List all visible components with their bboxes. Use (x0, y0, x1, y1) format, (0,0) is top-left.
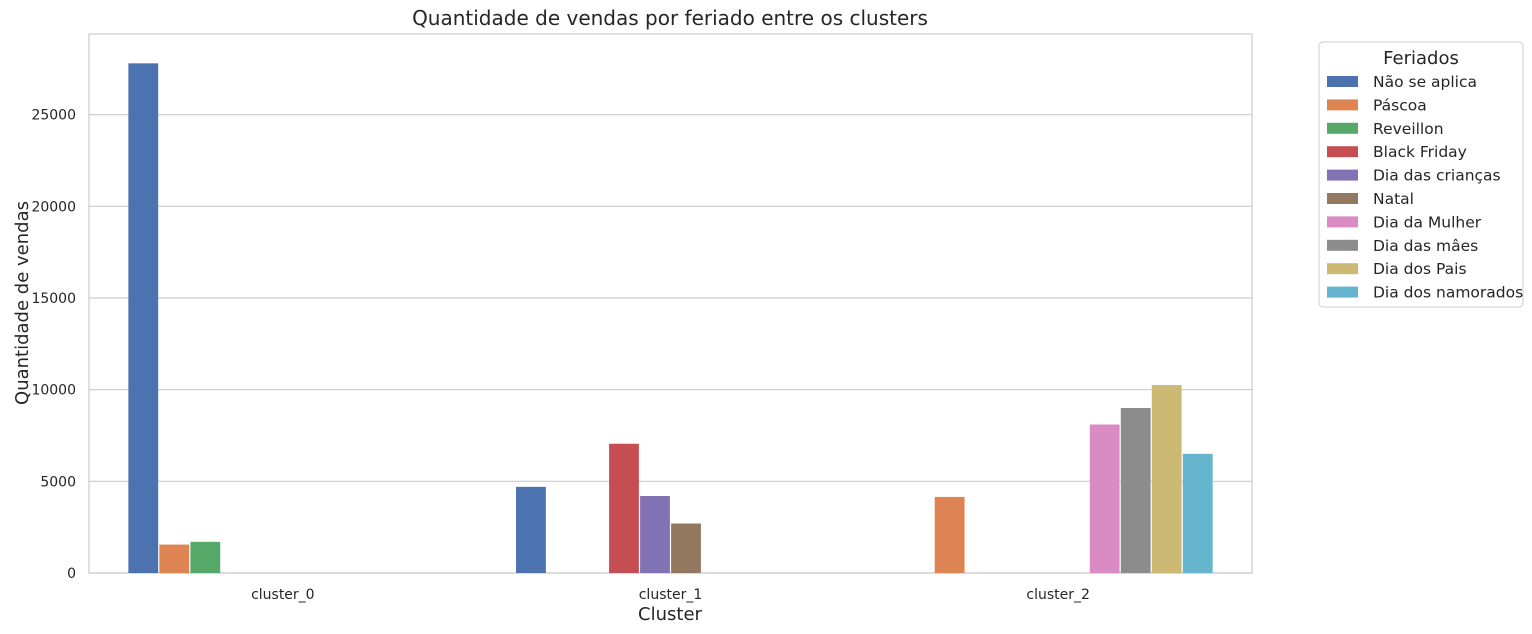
legend-label: Não se aplica (1373, 73, 1477, 91)
legend-swatch (1327, 239, 1358, 251)
legend-label: Black Friday (1373, 143, 1467, 161)
bar (1151, 385, 1182, 573)
y-tick-label: 20000 (31, 199, 76, 215)
bar (516, 486, 546, 573)
legend-swatch (1327, 263, 1358, 275)
bar (934, 496, 965, 573)
legend-label: Natal (1373, 190, 1414, 208)
bar (640, 496, 670, 573)
chart-title: Quantidade de vendas por feriado entre o… (412, 6, 928, 30)
legend-label: Dia dos namorados (1373, 284, 1523, 302)
legend-swatch (1327, 216, 1358, 228)
bar (1089, 424, 1120, 573)
legend-label: Dia da Mulher (1373, 213, 1482, 231)
legend: Feriados Não se aplica Páscoa Reveillon Bla… (1318, 41, 1524, 308)
bar (1182, 453, 1213, 573)
x-tick-labels: cluster_0 cluster_1 cluster_2 (251, 587, 1090, 603)
legend-swatch (1327, 122, 1358, 134)
y-tick-label: 5000 (40, 474, 76, 490)
y-tick-label: 25000 (31, 108, 76, 124)
legend-swatch (1327, 99, 1358, 111)
legend-swatch (1327, 76, 1358, 87)
bar (671, 523, 701, 573)
x-tick-label: cluster_0 (251, 587, 315, 603)
x-tick-label: cluster_2 (1026, 587, 1090, 603)
x-axis-title: Cluster (638, 604, 702, 625)
y-tick-label: 15000 (31, 291, 76, 307)
legend-swatch (1327, 193, 1358, 204)
legend-label: Páscoa (1373, 96, 1427, 114)
legend-title: Feriados (1383, 48, 1459, 69)
bar (609, 443, 639, 573)
legend-swatch (1327, 286, 1358, 298)
legend-frame (1318, 41, 1524, 308)
plot-frame (88, 33, 1253, 574)
bar (128, 63, 159, 573)
bar (190, 541, 221, 573)
legend-label: Dia dos Pais (1373, 260, 1467, 278)
y-tick-label: 0 (67, 566, 76, 582)
bar (1120, 408, 1151, 573)
bars (128, 63, 1213, 573)
x-tick-label: cluster_1 (639, 587, 703, 603)
legend-swatch (1327, 146, 1358, 158)
legend-label: Reveillon (1373, 120, 1444, 138)
legend-label: Dia das crianças (1373, 167, 1501, 185)
y-tick-label: 10000 (31, 383, 76, 399)
y-tick-labels: 0 5000 10000 15000 20000 25000 (31, 108, 76, 582)
bar (159, 544, 190, 573)
y-axis-title: Quantidade de vendas (12, 201, 33, 405)
legend-label: Dia das mâes (1373, 237, 1478, 255)
legend-swatch (1327, 169, 1358, 181)
